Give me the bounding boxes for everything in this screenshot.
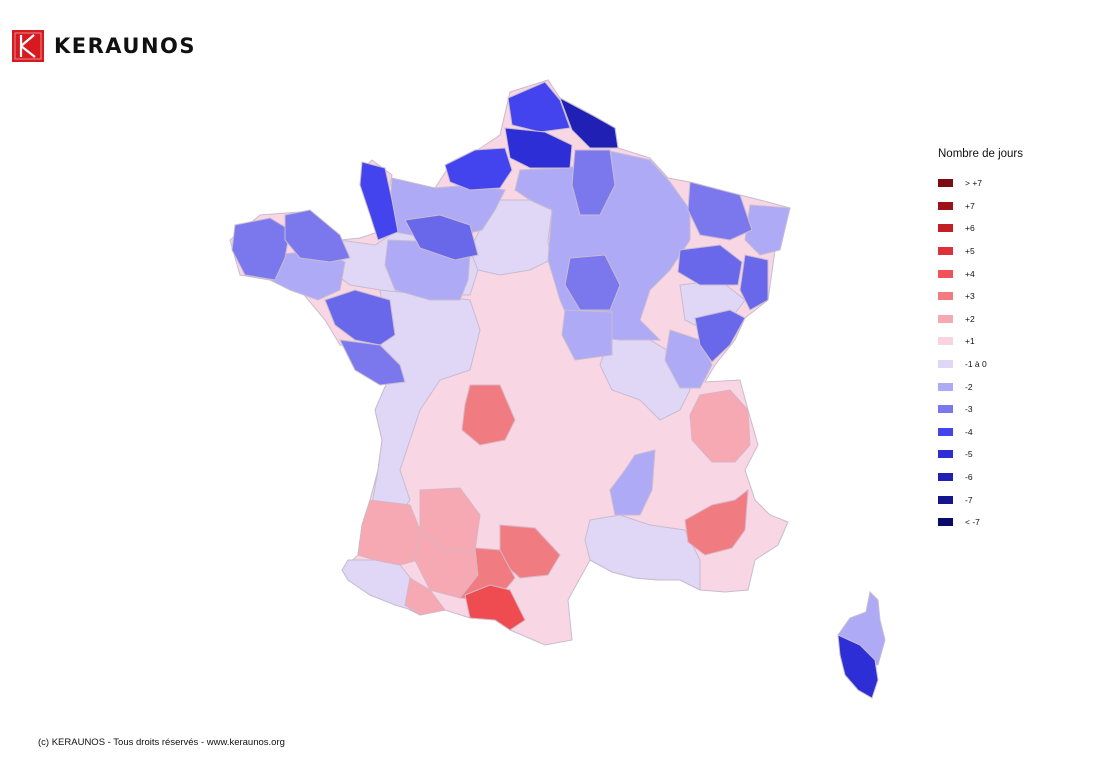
keraunos-logo-icon [12, 30, 44, 62]
legend-swatch [938, 314, 953, 323]
legend-swatch [938, 405, 953, 414]
legend-swatch [938, 247, 953, 256]
legend-swatch [938, 450, 953, 459]
region-haute-vienne [461, 384, 516, 446]
legend-swatch [938, 224, 953, 233]
legend-swatch [938, 382, 953, 391]
region-meuse [571, 149, 616, 216]
region-moselle [687, 181, 753, 241]
region-vaucluse [684, 488, 749, 556]
legend-swatch [938, 518, 953, 527]
legend-swatch [938, 179, 953, 188]
legend-item: +1 [938, 330, 1023, 353]
legend-item: +7 [938, 195, 1023, 218]
region-brittany-west [231, 217, 291, 281]
region-somme [504, 127, 573, 169]
legend-swatch [938, 201, 953, 210]
region-haut-rhin [739, 254, 769, 311]
legend-item: +2 [938, 308, 1023, 331]
legend-swatch [938, 495, 953, 504]
region-corsica-south [837, 634, 879, 699]
legend-label: +4 [965, 268, 975, 279]
legend-label: < -7 [965, 517, 980, 528]
legend-item: +6 [938, 217, 1023, 240]
brand-name: KERAUNOS [54, 34, 196, 58]
legend-item: -2 [938, 375, 1023, 398]
region-orne [404, 214, 479, 261]
region-brittany-north [284, 209, 351, 263]
region-northeast-medium [514, 149, 691, 341]
keraunos-logo: KERAUNOS [12, 30, 196, 62]
legend-item: +5 [938, 240, 1023, 263]
legend-swatch [938, 292, 953, 301]
region-hautes-alpes [689, 389, 751, 463]
legend-item: -4 [938, 421, 1023, 444]
legend-item: > +7 [938, 172, 1023, 195]
legend-swatch [938, 337, 953, 346]
legend-swatch [938, 269, 953, 278]
region-loire-atlantique [324, 289, 396, 346]
legend-item: -7 [938, 488, 1023, 511]
legend-label: > +7 [965, 178, 983, 189]
legend-label: +2 [965, 313, 975, 324]
region-vosges [677, 244, 743, 286]
legend-label: +5 [965, 246, 975, 257]
region-pyrenees-atlantiques [404, 577, 446, 616]
legend-label: +6 [965, 223, 975, 234]
legend-label: -1 à 0 [965, 359, 987, 370]
legend-item: +3 [938, 285, 1023, 308]
legend-label: +7 [965, 200, 975, 211]
legend-label: -3 [965, 404, 973, 415]
legend-swatch [938, 427, 953, 436]
region-doubs [694, 309, 746, 363]
legend-label: -2 [965, 381, 973, 392]
region-vendee [339, 339, 406, 386]
legend-item: < -7 [938, 511, 1023, 534]
region-manche [359, 161, 399, 241]
region-alsace-medium [744, 204, 791, 256]
legend-label: +3 [965, 291, 975, 302]
region-south-lavender [584, 514, 701, 591]
legend-swatch [938, 360, 953, 369]
legend-swatch [938, 473, 953, 482]
legend-item: -3 [938, 398, 1023, 421]
legend-title: Nombre de jours [938, 148, 1024, 160]
region-yonne-2 [561, 309, 613, 361]
legend-label: -4 [965, 426, 973, 437]
legend-label: -7 [965, 494, 973, 505]
legend: Nombre de jours > +7 +7 +6 +5 +4 +3 +2 +1 -1 à 0… [938, 148, 1023, 534]
region-pas-de-calais [507, 81, 571, 133]
legend-item: -1 à 0 [938, 353, 1023, 376]
copyright-text: (c) KERAUNOS - Tous droits réservés - ww… [38, 737, 285, 748]
region-aube [564, 254, 621, 311]
legend-label: +1 [965, 336, 975, 347]
region-ardeche-medium [609, 449, 656, 516]
legend-item: -5 [938, 443, 1023, 466]
legend-item: +4 [938, 262, 1023, 285]
legend-label: -6 [965, 472, 973, 483]
region-ariege [464, 584, 526, 631]
legend-item: -6 [938, 466, 1023, 489]
region-landes [357, 499, 421, 566]
logo-square [12, 30, 44, 62]
region-seine-maritime [444, 147, 513, 191]
legend-label: -5 [965, 449, 973, 460]
region-nord [559, 96, 619, 149]
